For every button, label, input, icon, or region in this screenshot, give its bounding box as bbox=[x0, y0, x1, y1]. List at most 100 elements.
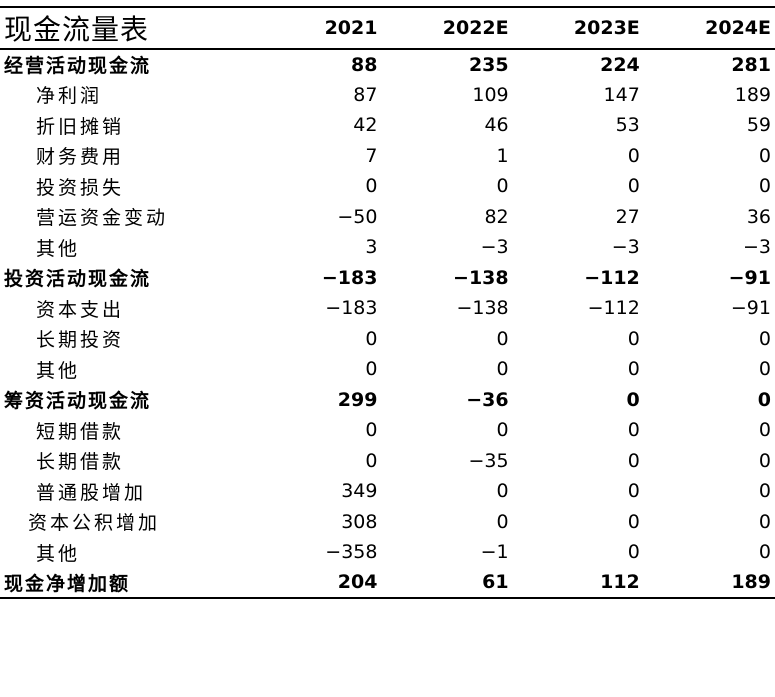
cell-value: 0 bbox=[758, 419, 771, 442]
cell-value: 235 bbox=[468, 53, 509, 76]
cell-value: 42 bbox=[353, 114, 378, 137]
cell-value: 0 bbox=[496, 419, 509, 442]
cell-value: 0 bbox=[496, 358, 509, 381]
cell-value: 0 bbox=[758, 449, 771, 472]
cell-value: 299 bbox=[337, 388, 378, 411]
cell-value: 189 bbox=[734, 83, 771, 106]
cell-value: −138 bbox=[453, 266, 509, 289]
row-label: 投资活动现金流 bbox=[4, 268, 152, 291]
cell-value: 59 bbox=[746, 114, 771, 137]
cell-value: −112 bbox=[584, 266, 640, 289]
row-label: 其他 bbox=[36, 542, 81, 565]
table-row: 其他 −358 −1 0 0 bbox=[0, 537, 775, 568]
cell-value: 147 bbox=[603, 83, 640, 106]
cell-value: 0 bbox=[627, 175, 640, 198]
table-row: 资本支出 −183 −138 −112 −91 bbox=[0, 293, 775, 324]
table-row: 财务费用 7 1 0 0 bbox=[0, 141, 775, 172]
cell-value: −50 bbox=[337, 205, 378, 228]
cell-value: 87 bbox=[353, 83, 378, 106]
table-row: 短期借款 0 0 0 0 bbox=[0, 415, 775, 446]
cell-value: −183 bbox=[321, 266, 378, 289]
cell-value: 1 bbox=[496, 144, 509, 167]
table-row: 折旧摊销 42 46 53 59 bbox=[0, 110, 775, 141]
table-row: 长期投资 0 0 0 0 bbox=[0, 324, 775, 355]
table-row: 投资损失 0 0 0 0 bbox=[0, 171, 775, 202]
cell-value: −36 bbox=[466, 388, 509, 411]
cell-value: 82 bbox=[484, 205, 509, 228]
cell-value: 0 bbox=[627, 327, 640, 350]
cell-value: −91 bbox=[728, 266, 771, 289]
header-row: 现金流量表 2021 2022E 2023E 2024E bbox=[0, 6, 775, 50]
section-row-financing: 筹资活动现金流 299 −36 0 0 bbox=[0, 385, 775, 416]
year-header: 2021 bbox=[250, 6, 382, 50]
cell-value: 0 bbox=[757, 388, 771, 411]
cell-value: 0 bbox=[758, 175, 771, 198]
cell-value: 36 bbox=[746, 205, 771, 228]
row-label: 净利润 bbox=[36, 85, 103, 108]
cell-value: 3 bbox=[365, 236, 378, 259]
section-row-investing: 投资活动现金流 −183 −138 −112 −91 bbox=[0, 263, 775, 294]
table-row: 资本公积增加 308 0 0 0 bbox=[0, 507, 775, 538]
cell-value: 46 bbox=[484, 114, 509, 137]
cell-value: −35 bbox=[468, 449, 509, 472]
cell-value: −3 bbox=[742, 236, 771, 259]
cell-value: 0 bbox=[496, 510, 509, 533]
cell-value: 308 bbox=[341, 510, 378, 533]
cell-value: 53 bbox=[615, 114, 640, 137]
table-row: 长期借款 0 −35 0 0 bbox=[0, 446, 775, 477]
cell-value: 0 bbox=[365, 358, 378, 381]
table-row: 普通股增加 349 0 0 0 bbox=[0, 476, 775, 507]
cell-value: 0 bbox=[365, 327, 378, 350]
section-row-net-increase: 现金净增加额 204 61 112 189 bbox=[0, 567, 775, 599]
table-row: 净利润 87 109 147 189 bbox=[0, 80, 775, 111]
cell-value: 0 bbox=[496, 175, 509, 198]
cell-value: −91 bbox=[730, 297, 771, 320]
cell-value: 0 bbox=[758, 144, 771, 167]
cell-value: 204 bbox=[250, 567, 382, 599]
row-label: 长期投资 bbox=[36, 329, 125, 352]
row-label: 折旧摊销 bbox=[36, 115, 125, 138]
cell-value: −358 bbox=[325, 541, 378, 564]
row-label: 短期借款 bbox=[36, 420, 125, 443]
table-row: 其他 3 −3 −3 −3 bbox=[0, 232, 775, 263]
cell-value: 0 bbox=[365, 175, 378, 198]
cell-value: 0 bbox=[627, 541, 640, 564]
table-row: 营运资金变动 −50 82 27 36 bbox=[0, 202, 775, 233]
cell-value: −112 bbox=[587, 297, 640, 320]
cell-value: 189 bbox=[643, 567, 775, 599]
cell-value: 349 bbox=[341, 480, 378, 503]
cell-value: 0 bbox=[627, 449, 640, 472]
row-label: 投资损失 bbox=[36, 176, 125, 199]
cell-value: 0 bbox=[627, 510, 640, 533]
cell-value: 7 bbox=[365, 144, 378, 167]
row-label: 资本公积增加 bbox=[28, 512, 161, 535]
row-label: 其他 bbox=[36, 237, 81, 260]
row-label: 资本支出 bbox=[36, 298, 125, 321]
table-row: 其他 0 0 0 0 bbox=[0, 354, 775, 385]
cash-flow-table: 现金流量表 2021 2022E 2023E 2024E 经营活动现金流 88 … bbox=[0, 6, 775, 599]
cell-value: 88 bbox=[351, 53, 378, 76]
year-header: 2022E bbox=[381, 6, 513, 50]
row-label: 现金净增加额 bbox=[0, 567, 251, 599]
cell-value: 112 bbox=[512, 567, 644, 599]
cell-value: 0 bbox=[627, 144, 640, 167]
cell-value: 27 bbox=[615, 205, 640, 228]
row-label: 筹资活动现金流 bbox=[4, 390, 152, 413]
row-label: 营运资金变动 bbox=[36, 207, 169, 230]
cell-value: 0 bbox=[627, 358, 640, 381]
cell-value: −1 bbox=[480, 541, 509, 564]
cell-value: 0 bbox=[365, 449, 378, 472]
section-row-operating: 经营活动现金流 88 235 224 281 bbox=[0, 49, 775, 80]
cell-value: 0 bbox=[758, 510, 771, 533]
cell-value: 0 bbox=[626, 388, 640, 411]
cell-value: 0 bbox=[496, 480, 509, 503]
cell-value: 0 bbox=[365, 419, 378, 442]
cell-value: −3 bbox=[611, 236, 640, 259]
cash-flow-statement: 现金流量表 2021 2022E 2023E 2024E 经营活动现金流 88 … bbox=[0, 6, 775, 599]
cell-value: 224 bbox=[600, 53, 640, 76]
cell-value: 0 bbox=[758, 358, 771, 381]
cell-value: −3 bbox=[480, 236, 509, 259]
cell-value: 0 bbox=[496, 327, 509, 350]
row-label: 财务费用 bbox=[36, 146, 125, 169]
year-header: 2023E bbox=[512, 6, 644, 50]
